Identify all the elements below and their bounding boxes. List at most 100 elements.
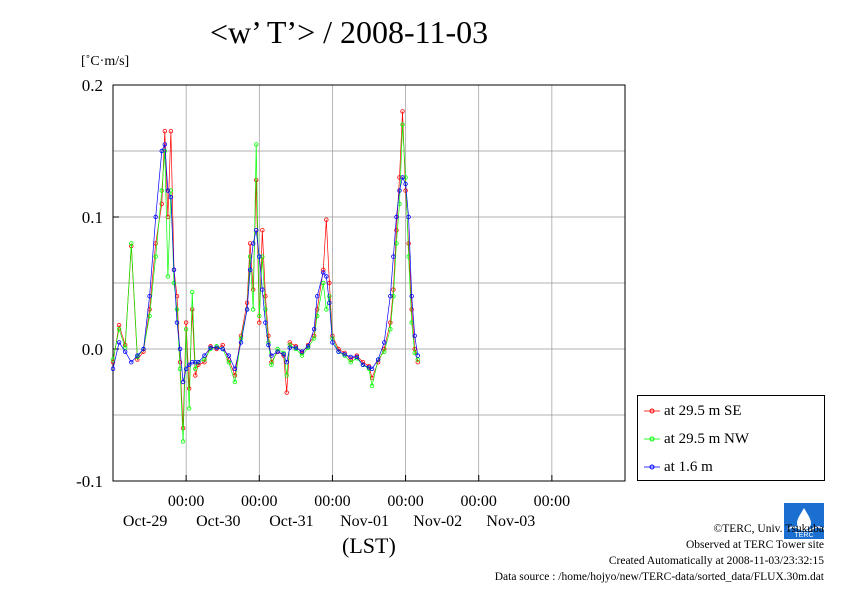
logo-text: TERC — [794, 532, 813, 539]
data-point — [171, 267, 177, 272]
data-point — [202, 353, 207, 358]
data-point — [254, 227, 259, 233]
data-point — [247, 241, 253, 246]
data-point — [257, 320, 262, 325]
data-point — [196, 360, 201, 365]
data-point — [247, 267, 253, 272]
data-point — [403, 188, 408, 193]
series-line — [112, 144, 419, 383]
data-point — [269, 353, 274, 358]
data-point — [275, 349, 280, 354]
data-point — [232, 366, 238, 371]
data-point — [324, 307, 329, 312]
data-point — [165, 274, 171, 279]
data-point — [141, 346, 146, 352]
data-point — [388, 327, 393, 332]
x-tick-day-label: Oct-31 — [269, 513, 313, 530]
data-point — [369, 383, 375, 389]
data-point — [409, 294, 414, 299]
data-point — [375, 357, 381, 362]
data-point — [275, 346, 280, 352]
data-point — [183, 327, 189, 332]
data-point — [129, 241, 134, 246]
data-point — [366, 366, 372, 371]
data-point — [324, 217, 329, 222]
data-point — [388, 294, 393, 299]
series-1 — [110, 122, 420, 444]
data-point — [186, 386, 192, 391]
series-0 — [110, 109, 420, 431]
legend: at 29.5 m SE at 29.5 m NW at 1.6 m — [637, 395, 825, 481]
data-point — [186, 406, 192, 411]
x-tick-day-label: Nov-01 — [340, 513, 389, 530]
legend-marker-nw — [644, 436, 660, 442]
data-point — [281, 352, 286, 357]
data-point — [162, 128, 168, 134]
x-axis-label: (LST) — [342, 533, 396, 558]
data-point — [162, 142, 168, 147]
data-point — [116, 340, 122, 345]
data-point — [391, 254, 396, 259]
footer-source: Data source : /home/hojyo/new/TERC-data/… — [494, 571, 824, 583]
series-group — [110, 109, 420, 444]
data-point — [266, 333, 271, 338]
data-point — [174, 320, 180, 325]
data-point — [342, 352, 347, 357]
data-point — [238, 340, 244, 345]
data-point — [190, 307, 195, 312]
x-tick-time-label: 00:00 — [241, 493, 277, 510]
data-point — [110, 366, 116, 371]
data-point — [305, 344, 311, 349]
data-point — [287, 345, 292, 350]
legend-item-se: at 29.5 m SE — [644, 401, 742, 421]
data-point — [257, 313, 262, 319]
x-tick-time-label: 00:00 — [460, 493, 496, 510]
data-point — [193, 360, 198, 365]
x-tick-day-label: Nov-03 — [486, 513, 535, 530]
data-point — [254, 142, 259, 147]
y-tick-label: 0.2 — [82, 76, 103, 95]
data-point — [327, 280, 332, 286]
data-point — [412, 350, 417, 356]
y-tick-label: 0.1 — [82, 208, 103, 227]
data-point — [180, 379, 186, 385]
data-point — [226, 360, 232, 365]
data-point — [208, 345, 213, 350]
x-tick-time-label: 00:00 — [314, 493, 350, 510]
data-point — [183, 320, 189, 325]
grid-lines — [113, 84, 625, 482]
data-point — [415, 360, 420, 365]
data-point — [202, 360, 207, 365]
x-axis: 00:00Oct-2900:00Oct-3000:00Oct-3100:00No… — [123, 475, 570, 530]
data-point — [293, 345, 299, 350]
series-2 — [110, 142, 420, 385]
data-point — [388, 320, 393, 325]
data-point — [382, 340, 387, 345]
data-point — [314, 307, 320, 312]
data-point — [168, 188, 174, 193]
data-point — [153, 214, 158, 220]
data-point — [293, 344, 299, 349]
chart-title: <w’ T’> / 2008-11-03 — [210, 14, 489, 50]
data-point — [129, 360, 134, 365]
footer-observed: Observed at TERC Tower site — [685, 539, 824, 551]
data-point — [342, 350, 347, 356]
data-point — [397, 175, 402, 180]
series-line — [112, 111, 419, 429]
data-point — [299, 349, 305, 354]
data-point — [168, 194, 174, 200]
data-point — [269, 362, 274, 368]
data-point — [394, 214, 399, 220]
data-point — [406, 214, 411, 220]
data-point — [342, 353, 347, 358]
data-point — [214, 344, 219, 349]
data-point — [250, 241, 256, 246]
data-point — [354, 356, 360, 361]
footer-copyright: ©TERC, Univ. Tsukuba — [713, 523, 824, 535]
data-point — [122, 349, 128, 354]
data-point — [321, 270, 326, 275]
legend-marker-se — [644, 408, 660, 414]
data-point — [284, 360, 289, 365]
data-point — [254, 177, 259, 183]
data-point — [193, 373, 198, 378]
